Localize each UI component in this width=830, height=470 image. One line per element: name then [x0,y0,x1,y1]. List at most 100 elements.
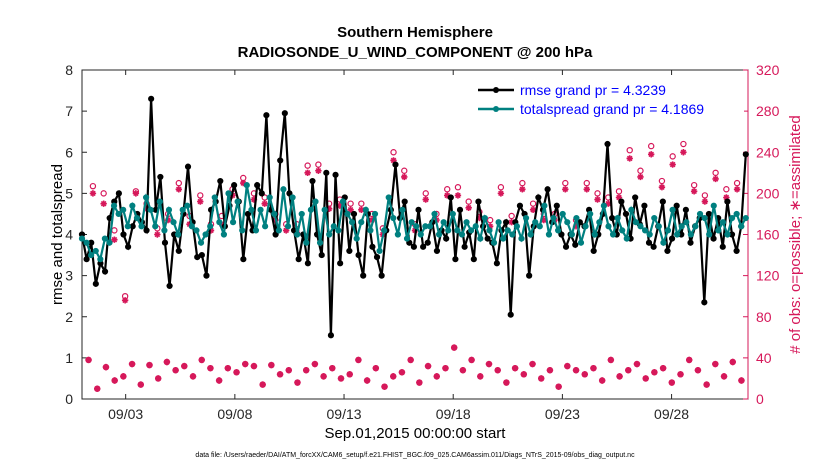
obs-possible-marker [626,146,633,154]
spread-point [262,223,269,230]
spread-point [674,231,681,238]
spread-point [312,198,319,205]
rmse-point [710,235,717,242]
obs-assimilated-marker [572,367,580,374]
spread-point [179,206,186,213]
obs-assimilated-marker [172,367,179,374]
spread-point [637,223,644,230]
obs-assimilated-marker [680,149,687,156]
obs-assimilated-marker [468,356,475,364]
obs-possible-marker [358,200,365,207]
spread-point [349,219,356,226]
spread-point [522,214,530,222]
y-right-tick-label: 320 [756,62,780,78]
spread-point [229,219,237,226]
obs-possible-marker [444,186,451,193]
obs-assimilated-marker [616,373,623,380]
y-left-tick-label: 5 [65,185,73,201]
obs-possible-marker [615,188,623,195]
spread-point [124,223,131,230]
obs-possible-marker [401,167,408,174]
rmse-point [323,169,330,176]
spread-point [307,206,315,213]
rmse-point [433,247,441,255]
spread-point [362,206,369,213]
spread-point [303,239,310,246]
obs-assimilated-marker [250,196,258,203]
obs-assimilated-marker [398,369,406,376]
spread-point [605,223,612,230]
obs-assimilated-marker [111,377,118,384]
spread-point [591,231,598,238]
y-left-tick-label: 0 [65,391,73,407]
obs-assimilated-marker [207,227,215,234]
rmse-point [254,182,261,189]
spread-point [477,235,484,242]
footer-data-file: data file: /Users/raeder/DAI/ATM_forcXX/… [195,452,635,459]
spread-point [385,194,392,201]
obs-assimilated-marker [294,379,301,386]
obs-assimilated-marker [615,194,623,201]
x-tick-label: 09/28 [654,406,689,422]
obs-assimilated-marker [372,364,380,372]
obs-assimilated-marker [605,200,612,207]
rmse-point [742,151,749,158]
spread-point [284,223,292,230]
rmse-point [503,219,510,226]
obs-assimilated-marker [154,375,162,382]
obs-possible-marker [701,192,709,199]
obs-assimilated-marker [282,227,290,234]
rmse-point [443,235,450,242]
spread-point [234,198,241,205]
obs-assimilated-marker [218,221,225,228]
spread-point [449,210,456,218]
rmse-point [244,210,252,218]
obs-assimilated-marker [637,173,644,181]
rmse-point [673,202,680,209]
obs-assimilated-marker [562,186,569,193]
obs-assimilated-marker [572,223,580,230]
spread-point [596,219,603,226]
obs-assimilated-marker [424,362,432,370]
obs-assimilated-marker [633,360,641,368]
spread-point [353,235,360,242]
spread-point [513,223,521,230]
spread-point [458,231,466,238]
spread-point [399,206,406,213]
rmse-point [558,231,565,238]
rmse-point [295,256,302,263]
rmse-point [115,190,122,197]
spread-point [330,223,337,230]
spread-point [271,210,278,218]
spread-point [175,231,182,238]
spread-point [294,231,301,238]
obs-assimilated-marker [450,344,458,351]
spread-point [156,198,163,205]
spread-point [326,231,333,238]
spread-point [738,223,745,230]
obs-assimilated-marker [712,175,719,183]
rmse-point [346,247,353,255]
obs-possible-marker [733,179,741,187]
spread-point [193,227,200,234]
obs-assimilated-marker [207,364,214,372]
y-left-tick-label: 8 [65,62,73,78]
obs-assimilated-marker [363,377,371,384]
obs-assimilated-marker [703,381,710,388]
obs-assimilated-marker [240,179,247,187]
obs-possible-marker [465,198,472,205]
obs-assimilated-marker [347,206,354,214]
rmse-point [332,171,339,178]
y-left-tick-label: 3 [65,268,73,284]
obs-assimilated-marker [186,221,193,228]
spread-point [225,190,232,197]
spread-point [417,231,424,238]
obs-assimilated-marker [694,367,702,374]
spread-point [101,235,108,242]
rmse-point [632,194,639,201]
obs-assimilated-marker [311,360,319,368]
spread-point [170,219,177,226]
spread-point [568,231,575,238]
y-right-tick-label: 80 [756,309,772,325]
